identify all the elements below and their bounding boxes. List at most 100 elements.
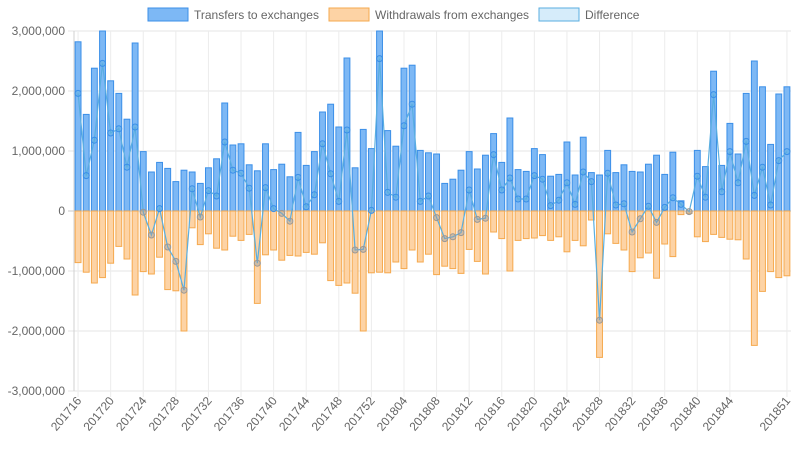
x-tick-label: 201836 bbox=[635, 394, 672, 434]
bar-withdrawals bbox=[539, 210, 546, 237]
bar-withdrawals bbox=[547, 210, 555, 241]
difference-point bbox=[286, 217, 294, 225]
bar-withdrawals bbox=[702, 210, 709, 243]
bar-transfers bbox=[286, 176, 294, 212]
difference-point bbox=[327, 170, 335, 178]
bar-withdrawals bbox=[262, 210, 269, 256]
y-tick-label: -3,000,000 bbox=[8, 384, 66, 398]
bar-withdrawals bbox=[376, 210, 383, 273]
difference-point bbox=[384, 188, 392, 196]
bar-transfers bbox=[555, 173, 563, 212]
x-tick-label: 201740 bbox=[243, 394, 280, 434]
difference-point bbox=[636, 215, 644, 223]
bar-withdrawals bbox=[245, 210, 253, 235]
bar-transfers bbox=[327, 103, 335, 212]
bar-transfers bbox=[82, 113, 90, 212]
bar-transfers bbox=[408, 64, 416, 212]
bar-withdrawals bbox=[319, 210, 326, 244]
difference-point bbox=[775, 157, 783, 165]
x-tick-label: 201728 bbox=[146, 394, 183, 434]
bar-transfers bbox=[319, 111, 326, 212]
bar-withdrawals bbox=[205, 210, 212, 235]
bar-transfers bbox=[628, 170, 636, 212]
difference-point bbox=[278, 209, 286, 217]
x-tick-label: 201808 bbox=[406, 394, 443, 434]
bar-withdrawals bbox=[596, 210, 603, 358]
difference-point bbox=[661, 203, 669, 211]
legend-label-transfers[interactable]: Transfers to exchanges bbox=[194, 8, 319, 22]
bar-transfers bbox=[775, 93, 783, 212]
bar-withdrawals bbox=[221, 210, 229, 251]
bar-transfers bbox=[759, 86, 766, 212]
bar-transfers bbox=[278, 163, 286, 212]
bar-withdrawals bbox=[522, 210, 530, 240]
y-tick-label: 1,000,000 bbox=[12, 144, 66, 158]
difference-point bbox=[604, 169, 612, 177]
bar-withdrawals bbox=[579, 210, 587, 247]
difference-point bbox=[596, 316, 604, 324]
difference-point bbox=[701, 193, 709, 201]
bar-transfers bbox=[107, 80, 115, 212]
bar-withdrawals bbox=[392, 210, 400, 263]
difference-point bbox=[416, 197, 424, 205]
bar-withdrawals bbox=[131, 210, 139, 296]
bar-withdrawals bbox=[490, 210, 498, 233]
x-tick-label: 201748 bbox=[309, 394, 346, 434]
difference-point bbox=[530, 172, 538, 180]
x-tick-label: 201724 bbox=[113, 394, 150, 434]
legend-swatch-difference[interactable] bbox=[538, 7, 580, 22]
difference-point bbox=[653, 218, 661, 226]
difference-point bbox=[294, 173, 302, 181]
legend-label-difference[interactable]: Difference bbox=[585, 8, 640, 22]
bar-withdrawals bbox=[636, 210, 644, 259]
bar-transfers bbox=[726, 122, 734, 212]
difference-point bbox=[164, 243, 172, 251]
bar-withdrawals bbox=[253, 210, 261, 304]
bar-withdrawals bbox=[172, 210, 180, 292]
bar-withdrawals bbox=[115, 210, 123, 247]
bar-withdrawals bbox=[473, 210, 481, 262]
difference-point bbox=[750, 191, 758, 199]
difference-point bbox=[718, 188, 726, 196]
legend-swatch-transfers[interactable] bbox=[147, 7, 189, 22]
difference-point bbox=[302, 203, 310, 211]
bar-withdrawals bbox=[498, 210, 506, 240]
difference-point bbox=[131, 123, 139, 131]
bar-transfers bbox=[384, 130, 392, 212]
difference-point bbox=[270, 205, 278, 213]
legend-swatch-withdrawals[interactable] bbox=[328, 7, 370, 22]
difference-point bbox=[343, 126, 351, 134]
bar-withdrawals bbox=[628, 210, 636, 273]
legend-label-withdrawals[interactable]: Withdrawals from exchanges bbox=[375, 8, 529, 22]
bar-withdrawals bbox=[563, 210, 571, 253]
x-tick-label: 201816 bbox=[472, 394, 509, 434]
difference-point bbox=[123, 163, 131, 171]
bar-withdrawals bbox=[123, 210, 131, 260]
bar-withdrawals bbox=[693, 210, 701, 238]
bar-transfers bbox=[473, 168, 481, 212]
difference-point bbox=[547, 202, 555, 210]
difference-point bbox=[351, 246, 359, 254]
x-tick-label: 201832 bbox=[602, 394, 639, 434]
bar-withdrawals bbox=[351, 210, 359, 294]
x-tick-label: 201844 bbox=[700, 394, 737, 434]
difference-point bbox=[213, 192, 221, 200]
difference-point bbox=[408, 100, 416, 108]
y-tick-label: 2,000,000 bbox=[12, 84, 66, 98]
difference-point bbox=[376, 55, 384, 63]
bar-withdrawals bbox=[433, 210, 441, 276]
bar-withdrawals bbox=[335, 210, 343, 286]
bar-withdrawals bbox=[359, 210, 367, 332]
bar-transfers bbox=[99, 30, 106, 212]
bar-withdrawals bbox=[750, 210, 758, 346]
bar-withdrawals bbox=[726, 210, 734, 240]
difference-point bbox=[506, 174, 514, 182]
bar-transfers bbox=[147, 171, 155, 212]
bar-withdrawals bbox=[408, 210, 416, 251]
difference-point bbox=[99, 59, 107, 67]
bar-withdrawals bbox=[759, 210, 766, 292]
difference-point bbox=[441, 235, 449, 243]
difference-point bbox=[555, 196, 563, 204]
